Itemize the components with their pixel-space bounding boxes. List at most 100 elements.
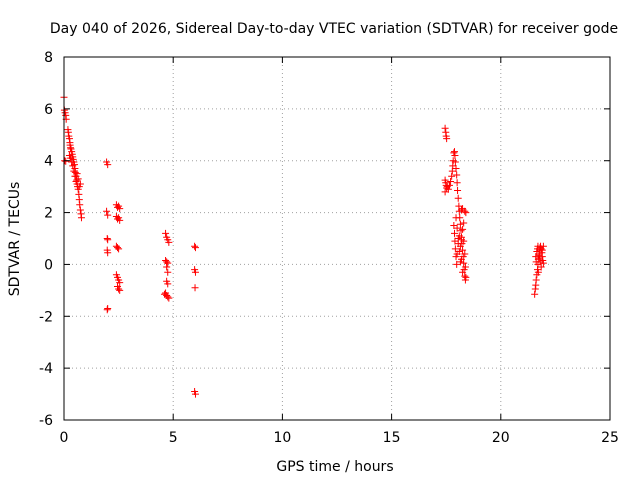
y-tick-label: 6 [44, 102, 53, 118]
y-tick-label: -6 [39, 413, 53, 429]
data-point [163, 263, 171, 271]
data-point [165, 238, 173, 246]
data-point [536, 254, 544, 262]
data-point [62, 157, 70, 165]
data-point [457, 227, 465, 235]
grid-lines [64, 57, 610, 420]
data-point [459, 268, 467, 276]
data-point [531, 290, 539, 298]
data-point [451, 158, 459, 166]
data-point [539, 242, 547, 250]
data-point [460, 259, 468, 267]
data-point [191, 390, 199, 398]
data-point [103, 306, 111, 314]
data-point [68, 158, 76, 166]
data-point [533, 245, 541, 253]
data-point [116, 216, 124, 224]
data-point [77, 214, 85, 222]
data-point [164, 268, 172, 276]
data-point [460, 237, 468, 245]
x-tick-label: 20 [492, 430, 510, 446]
data-point [164, 280, 172, 288]
data-point [453, 260, 461, 268]
data-point [532, 258, 540, 266]
x-tick-label: 5 [169, 430, 178, 446]
data-point [116, 286, 124, 294]
data-point [76, 180, 84, 188]
chart-title: Day 040 of 2026, Sidereal Day-to-day VTE… [50, 21, 618, 37]
data-point [116, 279, 124, 287]
data-point [104, 249, 112, 257]
data-point [461, 263, 469, 271]
data-point [444, 185, 452, 193]
data-point [452, 214, 460, 222]
y-tick-labels: -6 -4 -2 0 2 4 6 8 [39, 50, 53, 429]
data-point [452, 164, 460, 172]
data-point [116, 205, 124, 213]
data-point [455, 247, 463, 255]
data-point [104, 211, 112, 219]
data-point [191, 242, 199, 250]
data-point [451, 245, 459, 253]
data-point [537, 263, 545, 271]
data-point [76, 201, 84, 209]
x-tick-label: 15 [383, 430, 401, 446]
y-tick-label: -2 [39, 309, 53, 325]
data-point [454, 235, 462, 242]
axis-ticks [63, 56, 611, 421]
data-point [165, 294, 173, 302]
data-point [445, 181, 453, 189]
y-axis-label: SDTVAR / TECUs [7, 182, 23, 297]
data-point [461, 272, 469, 280]
data-point [451, 152, 459, 160]
data-point [459, 225, 467, 233]
y-tick-label: 2 [44, 206, 53, 222]
data-point [539, 259, 547, 267]
data-point [104, 161, 112, 169]
data-point [453, 179, 461, 187]
data-point [191, 284, 199, 292]
data-point [534, 268, 542, 276]
data-point [453, 171, 461, 179]
data-point [457, 206, 465, 214]
x-tick-label: 10 [273, 430, 291, 446]
x-axis-label: GPS time / hours [276, 459, 393, 475]
data-point [456, 258, 464, 266]
data-point [103, 207, 111, 215]
data-point [459, 205, 467, 213]
plot-frame [63, 56, 611, 421]
data-point [115, 285, 123, 293]
data-point [74, 175, 82, 183]
data-point [443, 135, 451, 143]
data-point [115, 245, 123, 253]
data-point [441, 124, 449, 132]
data-point [456, 242, 464, 250]
data-point [448, 172, 456, 180]
y-tick-label: -4 [39, 361, 53, 377]
data-point [104, 236, 112, 244]
data-point [538, 246, 546, 254]
data-point [460, 219, 468, 227]
data-points [60, 93, 547, 398]
data-point [73, 170, 81, 178]
data-point [453, 224, 461, 232]
x-tick-label: 0 [60, 430, 69, 446]
data-point [454, 187, 462, 195]
data-point [162, 229, 170, 237]
data-point [459, 246, 467, 254]
data-point [462, 209, 470, 217]
data-point [447, 177, 455, 185]
data-point [160, 290, 168, 298]
data-point [456, 220, 464, 228]
x-tick-label: 25 [601, 430, 619, 446]
y-tick-label: 8 [44, 50, 53, 66]
data-point [114, 244, 122, 252]
x-tick-labels: 0 5 10 15 20 25 [60, 430, 619, 446]
data-point [454, 194, 462, 202]
data-point [164, 259, 172, 267]
data-point [191, 244, 199, 252]
y-tick-label: 0 [44, 257, 53, 273]
data-point [76, 206, 84, 214]
